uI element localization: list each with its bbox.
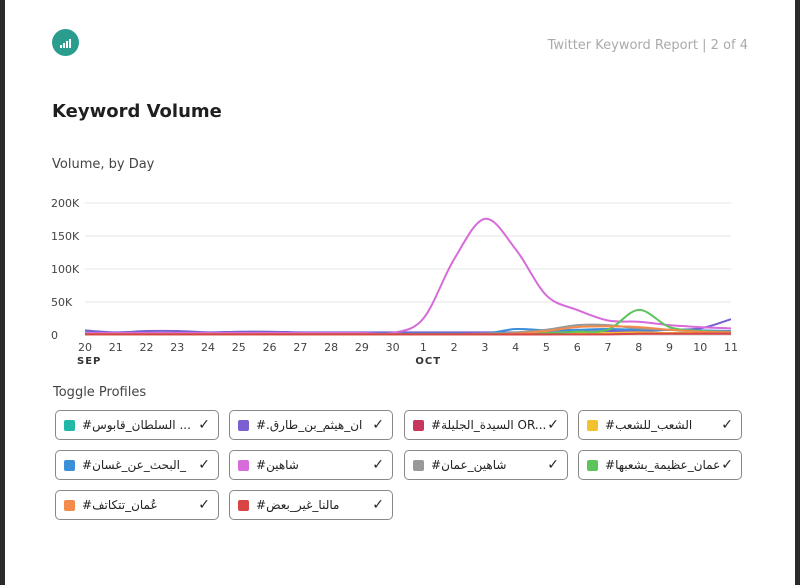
check-icon: ✓ — [721, 417, 733, 433]
x-tick-label: 26 — [263, 341, 277, 354]
color-swatch — [238, 419, 249, 431]
profile-toggle-0[interactable]: #السلطان_قابوس ... ✓ — [55, 410, 219, 440]
x-tick-label: 1 — [420, 341, 427, 354]
profile-toggle-5[interactable]: #شاهين ✓ — [229, 450, 393, 480]
x-tick-label: 3 — [481, 341, 488, 354]
y-tick-label: 200K — [51, 197, 80, 210]
check-icon: ✓ — [198, 497, 210, 513]
check-icon: ✓ — [372, 417, 384, 433]
profile-label: #شاهين — [256, 458, 299, 472]
check-icon: ✓ — [721, 457, 733, 473]
check-icon: ✓ — [198, 417, 210, 433]
toggle-profiles-title: Toggle Profiles — [53, 385, 147, 400]
x-tick-label: 25 — [232, 341, 246, 354]
series-line-9 — [85, 332, 731, 336]
color-swatch — [64, 419, 75, 431]
profile-toggle-7[interactable]: #عمان_عظيمة_بشعبها ✓ — [578, 450, 742, 480]
x-tick-label: 21 — [109, 341, 123, 354]
x-tick-label: 11 — [724, 341, 738, 354]
x-tick-label: 24 — [201, 341, 215, 354]
profile-toggle-6[interactable]: #شاهين_عمان ✓ — [404, 450, 568, 480]
x-tick-label: 10 — [693, 341, 707, 354]
profile-toggle-2[interactable]: #السيدة_الجليلة OR... ✓ — [404, 410, 568, 440]
profile-label: #عمان_عظيمة_بشعبها — [605, 458, 721, 472]
report-page-indicator: Twitter Keyword Report | 2 of 4 — [547, 38, 748, 53]
color-swatch — [64, 459, 75, 471]
profile-toggle-1[interactable]: #.ان_هيثم_بن_طارق ✓ — [229, 410, 393, 440]
profile-toggle-8[interactable]: #عُمان_تتكاتف ✓ — [55, 490, 219, 520]
profile-label: #.ان_هيثم_بن_طارق — [256, 418, 363, 432]
y-tick-label: 100K — [51, 263, 80, 276]
x-tick-label: 23 — [170, 341, 184, 354]
profile-label: #الشعب_للشعب — [605, 418, 693, 432]
x-tick-label: 22 — [140, 341, 154, 354]
profile-toggle-4[interactable]: #البحث_عن_غسان_ ✓ — [55, 450, 219, 480]
color-swatch — [587, 459, 598, 471]
profile-label: #مالنا_غير_بعض — [256, 498, 340, 512]
x-tick-label: 20 — [78, 341, 92, 354]
profile-label: #السلطان_قابوس ... — [82, 418, 191, 432]
x-tick-label: 8 — [635, 341, 642, 354]
section-title: Keyword Volume — [52, 101, 222, 122]
check-icon: ✓ — [372, 457, 384, 473]
chart-subtitle: Volume, by Day — [52, 157, 155, 172]
check-icon: ✓ — [198, 457, 210, 473]
x-tick-label: 29 — [355, 341, 369, 354]
color-swatch — [413, 419, 424, 431]
check-icon: ✓ — [547, 417, 559, 433]
x-tick-label: 2 — [451, 341, 458, 354]
color-swatch — [64, 499, 75, 511]
series-line-5 — [85, 217, 732, 336]
x-tick-label: 6 — [574, 341, 581, 354]
profile-label: #البحث_عن_غسان_ — [82, 458, 186, 472]
color-swatch — [238, 459, 249, 471]
x-tick-label: 30 — [386, 341, 400, 354]
profile-label: #عُمان_تتكاتف — [82, 498, 158, 512]
x-tick-label: 9 — [666, 341, 673, 354]
profile-toggle-3[interactable]: #الشعب_للشعب ✓ — [578, 410, 742, 440]
y-tick-label: 50K — [51, 296, 73, 309]
y-tick-label: 150K — [51, 230, 80, 243]
x-tick-label: 4 — [512, 341, 519, 354]
profile-label: #شاهين_عمان — [431, 458, 507, 472]
x-tick-label: 28 — [324, 341, 338, 354]
check-icon: ✓ — [372, 497, 384, 513]
x-tick-label: 7 — [604, 341, 611, 354]
month-label: OCT — [415, 356, 441, 367]
month-label: SEP — [77, 356, 101, 367]
color-swatch — [238, 499, 249, 511]
y-tick-label: 0 — [51, 329, 58, 342]
color-swatch — [587, 419, 598, 431]
profile-label: #السيدة_الجليلة OR... — [431, 418, 547, 432]
profile-toggle-9[interactable]: #مالنا_غير_بعض ✓ — [229, 490, 393, 520]
series-line-1 — [84, 318, 732, 334]
x-tick-label: 5 — [543, 341, 550, 354]
bar-chart-icon — [59, 38, 71, 48]
check-icon: ✓ — [547, 457, 559, 473]
logo — [52, 29, 79, 56]
report-page: Twitter Keyword Report | 2 of 4 Keyword … — [5, 0, 795, 585]
x-tick-label: 27 — [293, 341, 307, 354]
color-swatch — [413, 459, 424, 471]
